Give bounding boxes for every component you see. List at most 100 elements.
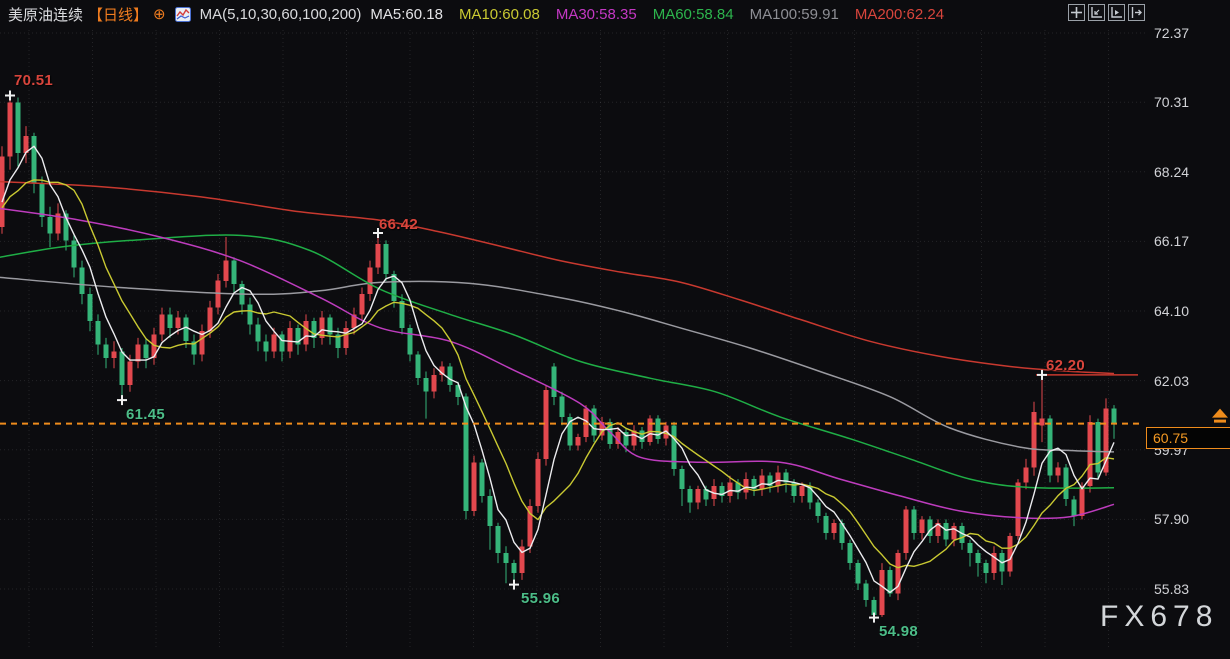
candle-body: [983, 563, 989, 574]
candle-body: [791, 482, 797, 496]
ma-value: MA100:59.91: [749, 5, 839, 23]
candle-body: [295, 327, 301, 345]
candle-body: [831, 522, 837, 533]
chart-type-icon[interactable]: [174, 6, 191, 22]
candle-body: [111, 351, 117, 358]
ma-line-ma30: [0, 207, 1115, 520]
candle-body: [407, 327, 413, 355]
candle-body: [1103, 408, 1109, 473]
candle-body: [959, 526, 965, 543]
candle-body: [695, 489, 701, 503]
price-annotation-low: 61.45: [126, 406, 166, 424]
y-axis-label: 64.10: [1154, 303, 1190, 319]
add-indicator-icon[interactable]: ⊕: [153, 6, 166, 23]
ma-value: MA30:58.35: [555, 5, 637, 23]
candle-body: [303, 321, 309, 345]
candle-body: [871, 600, 877, 616]
candle-body: [263, 341, 269, 352]
candle-body: [503, 553, 509, 564]
price-annotation-high: 70.51: [14, 71, 54, 89]
candle-body: [103, 344, 109, 358]
candle-body: [119, 351, 125, 385]
candle-body: [343, 327, 349, 348]
candle-body: [815, 502, 821, 516]
candle-body: [311, 321, 317, 338]
candle-body: [63, 213, 69, 241]
candle-body: [159, 314, 165, 335]
candles: [0, 95, 1117, 618]
candle-body: [767, 475, 773, 486]
candle-body: [319, 317, 325, 338]
candle-body: [703, 489, 709, 500]
candle-body: [375, 243, 381, 268]
candle-body: [127, 361, 133, 385]
exit-chart-icon[interactable]: [1128, 4, 1145, 21]
axis-play-icon[interactable]: [1108, 4, 1125, 21]
candle-body: [167, 314, 173, 328]
candle-body: [79, 267, 85, 295]
candle-body: [895, 553, 901, 594]
candle-body: [615, 432, 621, 444]
candle-body: [775, 472, 781, 486]
candle-body: [439, 366, 445, 375]
candle-body: [679, 469, 685, 490]
candle-body: [943, 522, 949, 540]
pan-crosshair-icon[interactable]: [1068, 4, 1085, 21]
candle-body: [271, 334, 277, 352]
candle-body: [399, 300, 405, 328]
candle-body: [511, 563, 517, 574]
candle-body: [591, 408, 597, 436]
candle-body: [1087, 421, 1093, 486]
candle-body: [175, 317, 181, 328]
candle-body: [391, 274, 397, 301]
y-axis-label: 62.03: [1154, 372, 1190, 389]
candle-body: [991, 553, 997, 574]
price-up-arrow-icon: [1212, 408, 1228, 423]
candle-body: [223, 260, 229, 281]
ma-params-label: MA(5,10,30,60,100,200): [199, 5, 362, 23]
candle-body: [823, 516, 829, 533]
candle-body: [463, 396, 469, 511]
y-axis-label: 55.83: [1154, 581, 1190, 597]
candle-body: [631, 430, 637, 446]
candle-body: [783, 472, 789, 483]
candle-body: [903, 509, 909, 553]
candle-body: [231, 260, 237, 285]
candle-body: [31, 136, 37, 184]
candle-body: [687, 489, 693, 503]
candle-body: [1007, 536, 1013, 572]
candle-body: [495, 526, 501, 553]
candle-body: [911, 509, 917, 533]
ma-value: MA5:60.18: [370, 5, 443, 23]
candle-body: [87, 294, 93, 322]
candle-body: [7, 102, 13, 157]
candle-body: [95, 321, 101, 345]
candle-body: [447, 366, 453, 385]
candle-body: [543, 390, 549, 459]
candle-body: [479, 462, 485, 496]
symbol-title: 美原油连续: [8, 6, 84, 24]
candle-body: [567, 416, 573, 446]
candle-body: [519, 546, 525, 574]
candle-body: [919, 519, 925, 533]
price-annotation-high: 66.42: [379, 216, 419, 233]
candle-body: [183, 317, 189, 342]
period-tab[interactable]: 【日线】: [88, 6, 149, 24]
candle-body: [655, 418, 661, 439]
candle-body: [719, 485, 725, 496]
candle-body: [743, 479, 749, 493]
ma-values: MA5:60.18 MA10:60.08 MA30:58.35 MA60:58.84 M…: [370, 6, 944, 23]
axis-scale-left-icon[interactable]: [1088, 4, 1105, 21]
candle-body: [351, 314, 357, 328]
candle-body: [151, 334, 157, 358]
ma-value: MA60:58.84: [652, 5, 734, 23]
candle-body: [751, 479, 757, 490]
candle-body: [623, 432, 629, 446]
candle-body: [847, 543, 853, 564]
swing-cross-markers: [5, 90, 1047, 623]
ma-line-ma60: [0, 234, 1115, 489]
candle-body: [935, 522, 941, 537]
candle-body: [335, 334, 341, 348]
y-axis-label: 57.90: [1154, 511, 1190, 528]
